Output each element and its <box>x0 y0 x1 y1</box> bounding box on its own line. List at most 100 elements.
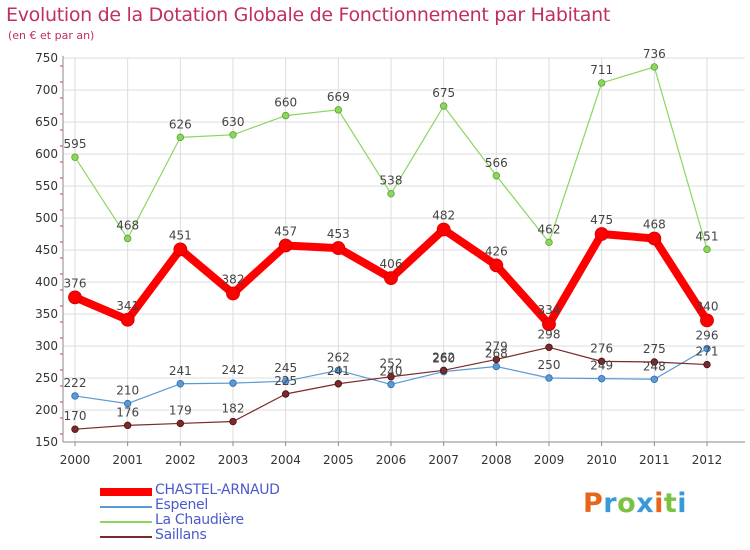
data-label-saillans: 279 <box>485 339 508 353</box>
legend-swatch-la-chaudiere <box>100 521 152 523</box>
data-label-chastel-arnaud: 426 <box>485 244 508 258</box>
data-label-chastel-arnaud: 482 <box>432 209 455 223</box>
data-point-espenel <box>492 362 501 371</box>
data-label-saillans: 275 <box>643 342 666 356</box>
data-point-chastel-arnaud <box>120 312 135 327</box>
data-label-la-chaudiere: 538 <box>380 174 403 188</box>
y-tick-label: 350 <box>35 307 58 321</box>
x-tick-label: 2009 <box>534 453 565 467</box>
y-tick-label: 650 <box>35 115 58 129</box>
data-label-la-chaudiere: 669 <box>327 90 350 104</box>
x-tick-label: 2006 <box>376 453 407 467</box>
data-label-saillans: 179 <box>169 403 192 417</box>
data-point-saillans <box>545 343 553 351</box>
data-label-chastel-arnaud: 340 <box>696 299 719 313</box>
data-label-saillans: 170 <box>64 409 87 423</box>
data-point-saillans <box>703 360 711 369</box>
data-point-chastel-arnaud <box>594 227 609 241</box>
data-label-espenel: 241 <box>169 364 192 378</box>
chart-title: Evolution de la Dotation Globale de Fonc… <box>6 4 611 26</box>
chart-subtitle: (en € et par an) <box>8 29 95 42</box>
data-point-la-chaudiere <box>281 111 290 120</box>
data-label-espenel: 240 <box>380 364 403 378</box>
logo-letter: t <box>663 488 678 519</box>
data-point-chastel-arnaud <box>173 242 188 257</box>
data-point-saillans <box>281 390 290 398</box>
x-tick-label: 2010 <box>586 453 617 467</box>
y-tick-label: 550 <box>35 179 58 193</box>
legend-label-saillans: Saillans <box>155 527 207 543</box>
x-tick-label: 2001 <box>112 453 143 467</box>
y-tick-label: 300 <box>35 339 58 353</box>
y-tick-label: 400 <box>35 275 58 289</box>
data-label-la-chaudiere: 736 <box>643 47 666 61</box>
data-label-saillans: 271 <box>696 345 719 359</box>
data-point-espenel <box>334 366 343 375</box>
legend-label-la-chaudiere: La Chaudière <box>155 512 244 528</box>
data-point-espenel <box>123 399 132 408</box>
data-label-chastel-arnaud: 453 <box>327 227 350 241</box>
legend-label-chastel-arnaud: CHASTEL-ARNAUD <box>155 482 280 498</box>
data-point-la-chaudiere <box>492 172 501 180</box>
data-label-chastel-arnaud: 341 <box>116 299 139 313</box>
data-label-espenel: 296 <box>696 329 719 343</box>
data-label-saillans: 241 <box>327 364 350 378</box>
data-label-la-chaudiere: 451 <box>696 229 719 243</box>
data-point-la-chaudiere <box>545 238 553 247</box>
logo-letter: o <box>617 488 637 519</box>
data-label-saillans: 225 <box>274 374 297 388</box>
data-label-chastel-arnaud: 334 <box>538 303 561 317</box>
x-tick-label: 2004 <box>270 453 301 467</box>
logo-letter: i <box>677 488 688 519</box>
legend-swatch-espenel <box>100 506 152 508</box>
data-point-la-chaudiere <box>597 79 606 87</box>
data-point-espenel <box>176 380 185 388</box>
data-point-chastel-arnaud <box>331 241 346 255</box>
logo-letter: x <box>636 488 655 519</box>
data-point-la-chaudiere <box>71 153 79 161</box>
y-tick-label: 750 <box>35 51 58 65</box>
data-label-espenel: 248 <box>643 359 666 373</box>
data-label-espenel: 268 <box>485 346 508 360</box>
data-label-espenel: 260 <box>432 352 455 366</box>
x-tick-label: 2003 <box>218 453 249 467</box>
x-tick-label: 2007 <box>428 453 459 467</box>
data-point-saillans <box>492 355 501 364</box>
data-label-chastel-arnaud: 468 <box>643 217 666 231</box>
data-point-la-chaudiere <box>703 245 711 254</box>
data-point-saillans <box>439 366 448 375</box>
x-tick-label: 2005 <box>323 453 354 467</box>
data-point-espenel <box>650 375 659 383</box>
data-label-espenel: 249 <box>590 359 613 373</box>
data-label-chastel-arnaud: 451 <box>169 228 192 242</box>
data-label-chastel-arnaud: 376 <box>64 276 87 290</box>
data-label-saillans: 182 <box>222 402 245 416</box>
data-point-saillans <box>123 421 132 430</box>
data-point-la-chaudiere <box>229 131 237 139</box>
data-point-saillans <box>387 373 395 381</box>
data-label-saillans: 262 <box>432 350 455 364</box>
legend-label-espenel: Espenel <box>155 497 208 513</box>
data-point-la-chaudiere <box>176 133 185 142</box>
data-label-espenel: 242 <box>222 363 245 377</box>
data-point-espenel <box>545 374 553 382</box>
data-point-espenel <box>281 377 290 385</box>
data-label-chastel-arnaud: 457 <box>274 225 297 239</box>
data-label-saillans: 252 <box>380 357 403 371</box>
data-label-la-chaudiere: 711 <box>590 63 613 77</box>
data-label-chastel-arnaud: 382 <box>222 273 245 287</box>
y-tick-label: 150 <box>35 435 58 449</box>
data-point-saillans <box>229 417 237 426</box>
y-tick-label: 500 <box>35 211 58 225</box>
data-point-chastel-arnaud <box>278 238 293 253</box>
data-point-espenel <box>703 344 711 353</box>
data-label-chastel-arnaud: 475 <box>590 213 613 227</box>
data-label-la-chaudiere: 626 <box>169 117 192 131</box>
x-tick-label: 2002 <box>165 453 196 467</box>
data-point-saillans <box>71 425 79 433</box>
legend-swatch-saillans <box>100 536 152 538</box>
data-point-chastel-arnaud <box>489 258 504 273</box>
x-tick-label: 2011 <box>639 453 670 467</box>
